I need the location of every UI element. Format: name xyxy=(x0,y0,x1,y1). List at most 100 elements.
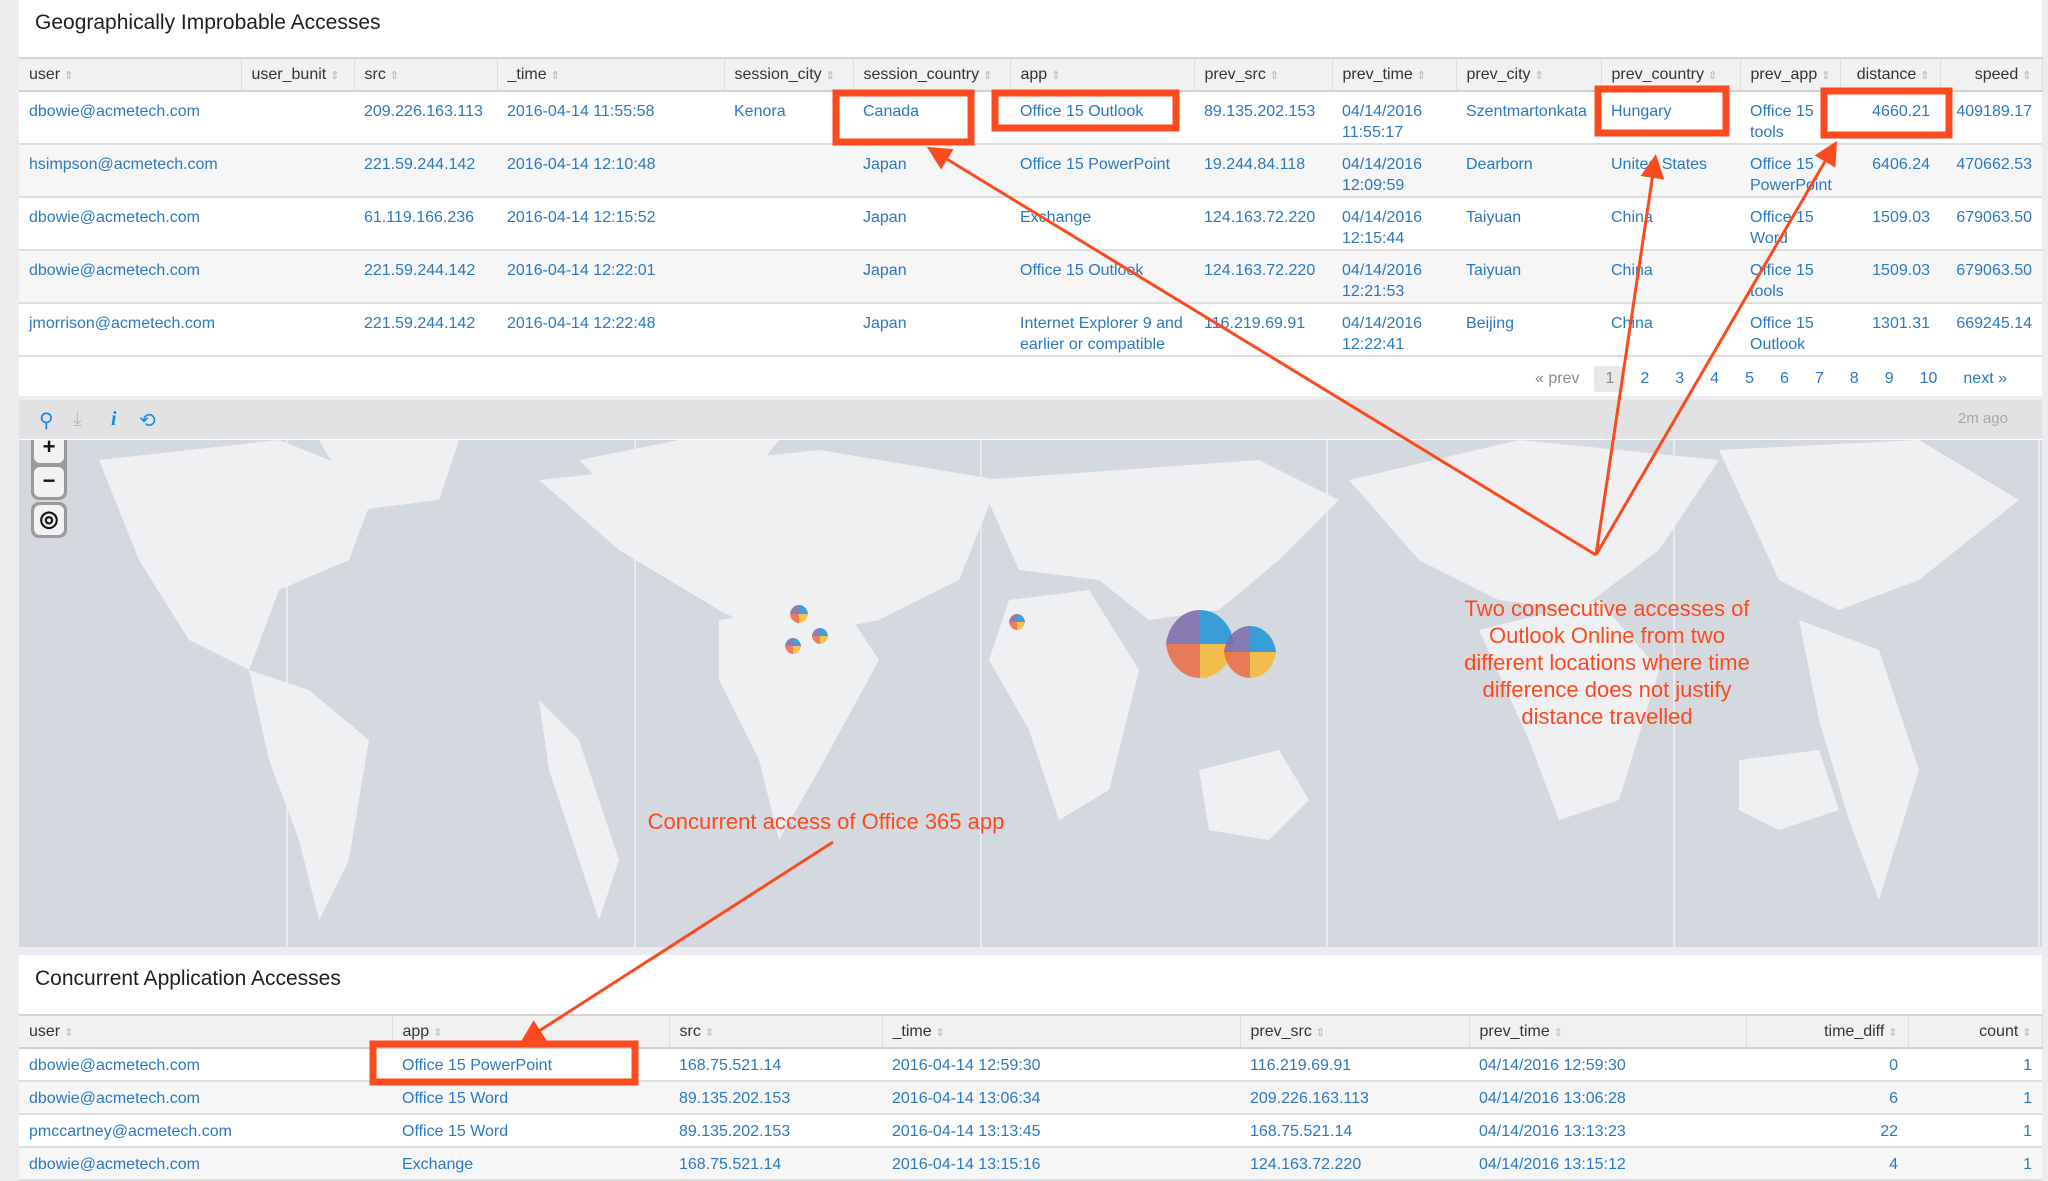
column-header-prev-city[interactable]: prev_city ⇕ xyxy=(1456,57,1602,92)
cell-session-city[interactable] xyxy=(724,197,853,251)
cell-prev-time[interactable]: 04/14/2016 13:13:23 xyxy=(1469,1114,1746,1148)
cell-user-bunit[interactable] xyxy=(241,303,354,357)
sort-icon[interactable]: ⇕ xyxy=(1534,69,1544,82)
cell--time[interactable]: 2016-04-14 12:10:48 xyxy=(497,144,724,198)
cell-prev-src[interactable]: 19.244.84.118 xyxy=(1194,144,1332,198)
cell-time-diff[interactable]: 22 xyxy=(1746,1114,1908,1148)
cell--time[interactable]: 2016-04-14 13:13:45 xyxy=(882,1114,1240,1148)
cell-prev-app[interactable]: Office 15 PowerPoint xyxy=(1740,144,1840,198)
cell-prev-city[interactable]: Taiyuan xyxy=(1456,250,1601,304)
sort-icon[interactable]: ⇕ xyxy=(550,69,560,82)
cell-time-diff[interactable]: 0 xyxy=(1746,1048,1908,1082)
table-row[interactable]: dbowie@acmetech.com 61.119.166.236 2016-04… xyxy=(19,197,2042,251)
column-header-session-city[interactable]: session_city ⇕ xyxy=(724,57,854,92)
column-header-count[interactable]: count ⇕ xyxy=(1908,1014,2043,1049)
pager-prev[interactable]: « prev xyxy=(1534,370,1580,387)
cell-user[interactable]: hsimpson@acmetech.com xyxy=(19,144,241,198)
cell-src[interactable]: 221.59.244.142 xyxy=(354,250,497,304)
cell-session-country[interactable]: Japan xyxy=(853,250,1010,304)
cell-prev-city[interactable]: Dearborn xyxy=(1456,144,1601,198)
cell-app[interactable]: Office 15 Word xyxy=(392,1114,669,1148)
cell-session-city[interactable]: Kenora xyxy=(724,91,853,145)
column-header--time[interactable]: _time ⇕ xyxy=(882,1014,1241,1049)
cell-prev-time[interactable]: 04/14/2016 12:59:30 xyxy=(1469,1048,1746,1082)
cell-distance[interactable]: 1509.03 xyxy=(1840,197,1940,251)
zoom-in-button[interactable]: + xyxy=(34,440,64,463)
cell-prev-time[interactable]: 04/14/2016 12:15:44 xyxy=(1332,197,1456,251)
cell-user-bunit[interactable] xyxy=(241,197,354,251)
column-header-prev-time[interactable]: prev_time ⇕ xyxy=(1332,57,1457,92)
column-header-prev-country[interactable]: prev_country ⇕ xyxy=(1601,57,1741,92)
sort-icon[interactable]: ⇕ xyxy=(1051,69,1061,82)
pie-marker[interactable] xyxy=(785,637,801,655)
cell-prev-src[interactable]: 124.163.72.220 xyxy=(1194,250,1332,304)
cell--time[interactable]: 2016-04-14 12:15:52 xyxy=(497,197,724,251)
cell-prev-app[interactable]: Office 15 tools xyxy=(1740,250,1840,304)
sort-icon[interactable]: ⇕ xyxy=(1315,1026,1326,1039)
pager-page-6[interactable]: 6 xyxy=(1779,370,1789,387)
column-header-app[interactable]: app ⇕ xyxy=(392,1014,670,1049)
cell-prev-src[interactable]: 116.219.69.91 xyxy=(1194,303,1332,357)
cell-user[interactable]: dbowie@acmetech.com xyxy=(19,250,241,304)
locate-icon[interactable]: ◎ xyxy=(34,505,64,535)
pager-next[interactable]: next » xyxy=(1963,370,2007,387)
world-map[interactable]: + − ◎ xyxy=(19,440,2042,947)
cell-session-city[interactable] xyxy=(724,250,853,304)
cell-prev-app[interactable]: Office 15 Outlook xyxy=(1740,303,1840,357)
sort-icon[interactable]: ⇕ xyxy=(1920,69,1930,82)
table-row[interactable]: pmccartney@acmetech.com Office 15 Word 89.… xyxy=(19,1114,2042,1148)
column-header-distance[interactable]: distance ⇕ xyxy=(1840,57,1941,92)
pie-marker[interactable] xyxy=(812,627,828,645)
sort-icon[interactable]: ⇕ xyxy=(1821,69,1831,82)
cell-prev-country[interactable]: United States xyxy=(1601,144,1740,198)
cell-app[interactable]: Office 15 Word xyxy=(392,1081,669,1115)
cell-time-diff[interactable]: 6 xyxy=(1746,1081,1908,1115)
column-header-src[interactable]: src ⇕ xyxy=(669,1014,883,1049)
cell-count[interactable]: 1 xyxy=(1908,1114,2042,1148)
sort-icon[interactable]: ⇕ xyxy=(1708,69,1718,82)
cell-user[interactable]: dbowie@acmetech.com xyxy=(19,91,241,145)
column-header-user[interactable]: user ⇕ xyxy=(19,57,242,92)
table-row[interactable]: dbowie@acmetech.com 209.226.163.113 2016-0… xyxy=(19,91,2042,145)
sort-icon[interactable]: ⇕ xyxy=(330,69,340,82)
cell-src[interactable]: 221.59.244.142 xyxy=(354,144,497,198)
cell-count[interactable]: 1 xyxy=(1908,1048,2042,1082)
info-icon[interactable]: i xyxy=(111,408,117,430)
zoom-out-button[interactable]: − xyxy=(34,467,64,497)
cell-src[interactable]: 61.119.166.236 xyxy=(354,197,497,251)
cell-src[interactable]: 89.135.202.153 xyxy=(669,1114,882,1148)
sort-icon[interactable]: ⇕ xyxy=(389,69,400,82)
cell-app[interactable]: Office 15 Outlook xyxy=(1010,91,1194,145)
cell-app[interactable]: Office 15 PowerPoint xyxy=(392,1048,669,1082)
cell-prev-src[interactable]: 89.135.202.153 xyxy=(1194,91,1332,145)
cell-user[interactable]: jmorrison@acmetech.com xyxy=(19,303,241,357)
cell-user[interactable]: dbowie@acmetech.com xyxy=(19,1081,392,1115)
pie-marker[interactable] xyxy=(790,604,808,624)
pager-page-2[interactable]: 2 xyxy=(1640,370,1650,387)
download-icon[interactable]: ⤓ xyxy=(73,408,82,430)
cell-app[interactable]: Office 15 Outlook xyxy=(1010,250,1194,304)
table-row[interactable]: jmorrison@acmetech.com 221.59.244.142 2016… xyxy=(19,303,2042,357)
cell-distance[interactable]: 1301.31 xyxy=(1840,303,1940,357)
column-header-prev-src[interactable]: prev_src ⇕ xyxy=(1194,57,1333,92)
pie-marker[interactable] xyxy=(1009,613,1025,631)
cell-speed[interactable]: 409189.17 xyxy=(1940,91,2042,145)
cell-speed[interactable]: 470662.53 xyxy=(1940,144,2042,198)
cell-user-bunit[interactable] xyxy=(241,144,354,198)
cell-speed[interactable]: 669245.14 xyxy=(1940,303,2042,357)
pie-marker[interactable] xyxy=(1224,625,1276,679)
cell-prev-src[interactable]: 116.219.69.91 xyxy=(1240,1048,1469,1082)
cell--time[interactable]: 2016-04-14 13:06:34 xyxy=(882,1081,1240,1115)
sort-icon[interactable]: ⇕ xyxy=(64,1026,74,1039)
cell-app[interactable]: Office 15 PowerPoint xyxy=(1010,144,1194,198)
sort-icon[interactable]: ⇕ xyxy=(433,1026,443,1039)
pager-page-5[interactable]: 5 xyxy=(1745,370,1754,387)
column-header-user[interactable]: user ⇕ xyxy=(19,1014,393,1049)
sort-icon[interactable]: ⇕ xyxy=(1888,1026,1898,1039)
cell-app[interactable]: Exchange xyxy=(1010,197,1194,251)
cell-prev-time[interactable]: 04/14/2016 12:21:53 xyxy=(1332,250,1456,304)
pager-page-8[interactable]: 8 xyxy=(1849,370,1859,387)
cell-session-country[interactable]: Canada xyxy=(853,91,1010,145)
sort-icon[interactable]: ⇕ xyxy=(2022,1026,2032,1039)
cell-session-city[interactable] xyxy=(724,144,853,198)
